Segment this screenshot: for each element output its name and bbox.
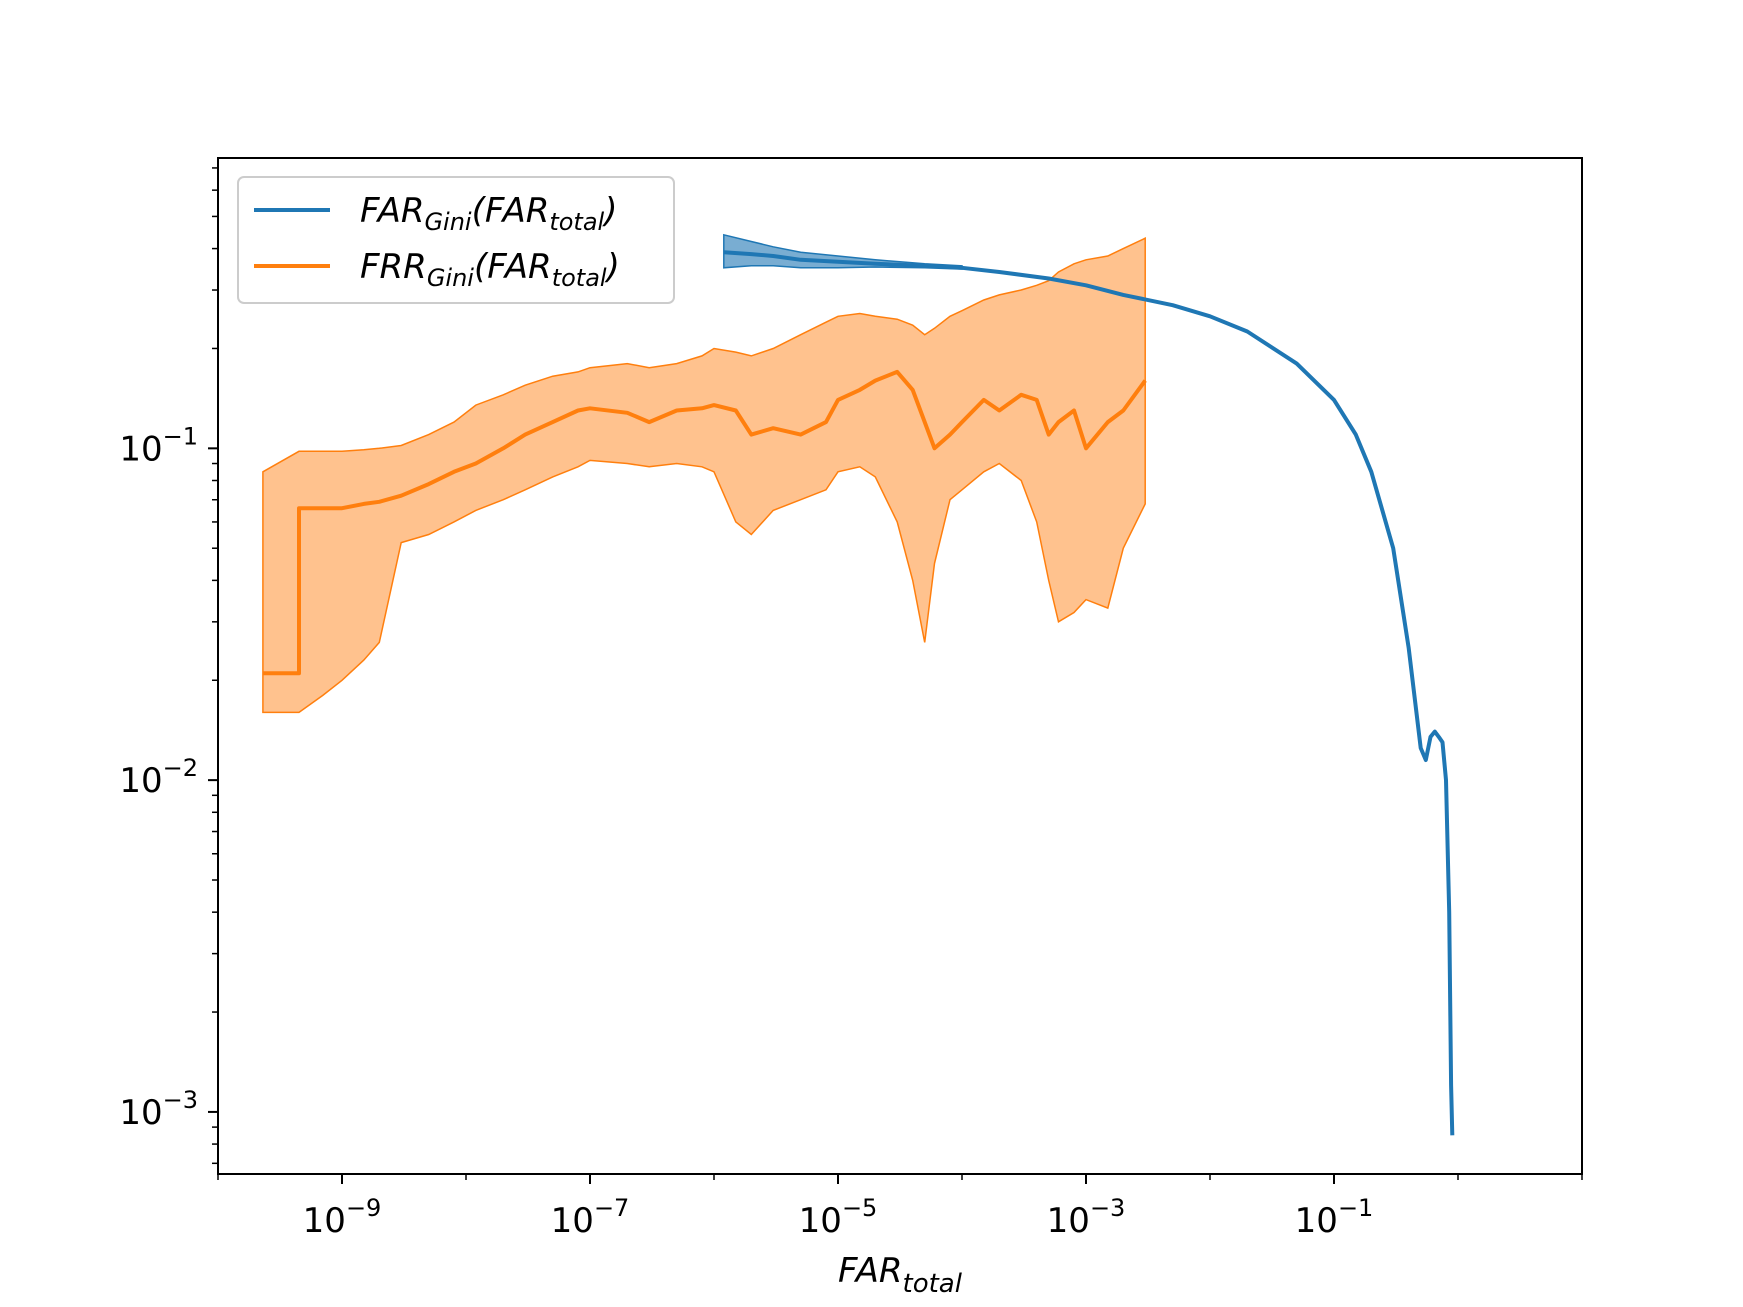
series-1-line <box>723 250 1455 1136</box>
y-tick-label: 10−2 <box>119 754 198 801</box>
x-tick-label: 10−3 <box>1047 1194 1126 1241</box>
y-axis: 10−1 10−2 10−3 <box>119 167 218 1165</box>
series-2-line <box>262 369 1147 676</box>
x-tick-label: 10−7 <box>551 1194 630 1241</box>
legend-label-2: FRRGini(FARtotal) <box>360 247 620 292</box>
legend: FARGini(FARtotal) FRRGini(FARtotal) <box>237 176 675 304</box>
x-axis: 10−9 10−7 10−5 10−3 10−1 <box>217 1174 1583 1241</box>
x-axis-title: FARtotal <box>838 1251 963 1299</box>
plot-area <box>262 233 1455 1136</box>
y-tick-label: 10−1 <box>119 422 198 469</box>
y-tick-label: 10−3 <box>119 1086 198 1133</box>
axes-frame <box>217 157 1583 1175</box>
x-tick-label: 10−9 <box>303 1194 382 1241</box>
legend-label-1: FARGini(FARtotal) <box>360 191 617 236</box>
series-2-band <box>262 237 1146 714</box>
x-tick-label: 10−1 <box>1295 1194 1374 1241</box>
legend-box <box>237 176 675 304</box>
x-tick-label: 10−5 <box>799 1194 878 1241</box>
